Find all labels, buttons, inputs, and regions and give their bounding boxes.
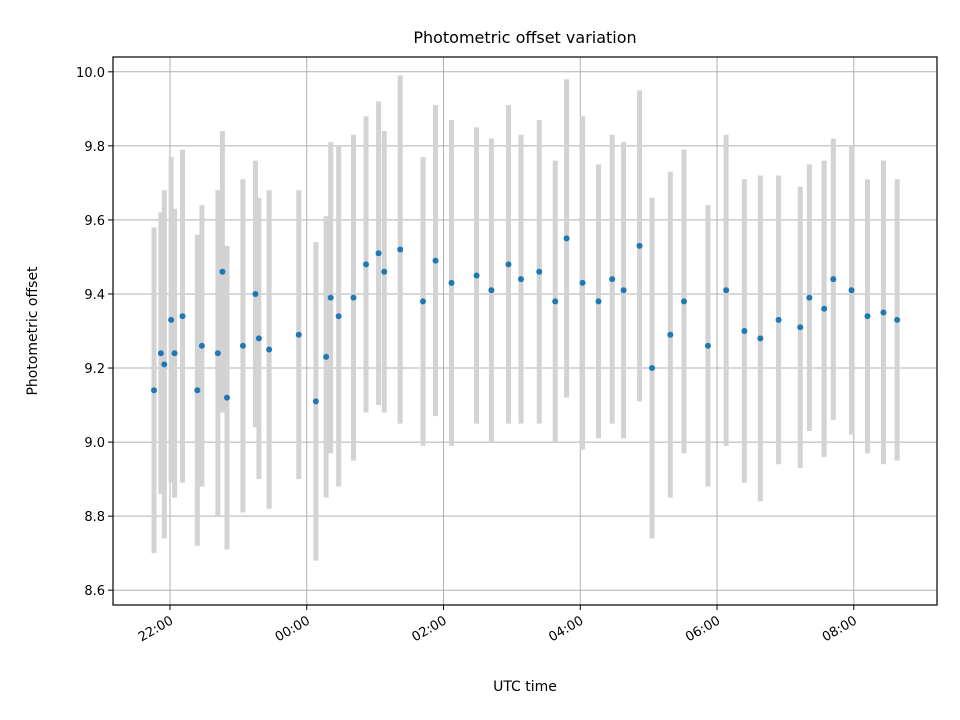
data-point	[595, 298, 602, 305]
data-point	[880, 309, 887, 316]
data-point	[381, 268, 388, 275]
data-point	[295, 331, 302, 338]
y-axis-ticks: 8.6 8.8 9.0 9.2 9.4 9.6 9.8 10.0	[76, 66, 113, 599]
x-axis-label: UTC time	[493, 679, 557, 695]
data-point	[821, 305, 828, 312]
y-tick-label: 8.8	[84, 510, 105, 525]
data-point	[806, 294, 813, 301]
data-point	[620, 287, 627, 294]
data-point	[563, 235, 570, 242]
data-point	[536, 268, 543, 275]
data-point	[327, 294, 334, 301]
data-point	[198, 342, 205, 349]
data-point	[239, 342, 246, 349]
data-point	[363, 261, 370, 268]
data-point	[375, 250, 382, 257]
data-point	[518, 276, 525, 283]
data-point	[864, 313, 871, 320]
data-point	[505, 261, 512, 268]
data-point	[171, 350, 178, 357]
data-point	[151, 387, 158, 394]
data-point	[894, 316, 901, 323]
data-point	[157, 350, 164, 357]
data-point	[219, 268, 226, 275]
data-point	[335, 313, 342, 320]
data-point	[350, 294, 357, 301]
data-points	[151, 235, 901, 405]
data-point	[649, 365, 656, 372]
data-point	[775, 316, 782, 323]
data-point	[168, 316, 175, 323]
data-point	[312, 398, 319, 405]
data-point	[723, 287, 730, 294]
data-point	[757, 335, 764, 342]
data-point	[579, 279, 586, 286]
y-tick-label: 9.4	[84, 288, 105, 303]
y-tick-label: 9.6	[84, 214, 105, 229]
data-point	[636, 242, 643, 249]
data-point	[473, 272, 480, 279]
chart-title: Photometric offset variation	[413, 28, 636, 47]
data-point	[848, 287, 855, 294]
data-point	[255, 335, 262, 342]
data-point	[252, 290, 259, 297]
data-point	[179, 313, 186, 320]
data-point	[419, 298, 426, 305]
data-point	[397, 246, 404, 253]
data-point	[448, 279, 455, 286]
data-point	[667, 331, 674, 338]
data-point	[830, 276, 837, 283]
y-tick-label: 9.2	[84, 362, 105, 377]
y-tick-label: 9.0	[84, 436, 105, 451]
data-point	[488, 287, 495, 294]
data-point	[214, 350, 221, 357]
data-point	[741, 328, 748, 334]
data-point	[432, 257, 439, 264]
y-axis-label: Photometric offset	[25, 266, 41, 396]
data-point	[797, 324, 804, 331]
y-tick-label: 8.6	[84, 584, 105, 599]
data-point	[552, 298, 559, 305]
data-point	[323, 353, 330, 360]
data-point	[609, 276, 616, 283]
data-point	[161, 361, 168, 368]
plot-frame	[112, 56, 938, 606]
data-point	[266, 346, 273, 353]
data-point	[680, 298, 687, 305]
y-tick-label: 10.0	[76, 66, 105, 81]
data-point	[704, 342, 711, 349]
y-tick-label: 9.8	[84, 140, 105, 155]
data-point	[194, 387, 201, 394]
data-point	[223, 394, 230, 401]
